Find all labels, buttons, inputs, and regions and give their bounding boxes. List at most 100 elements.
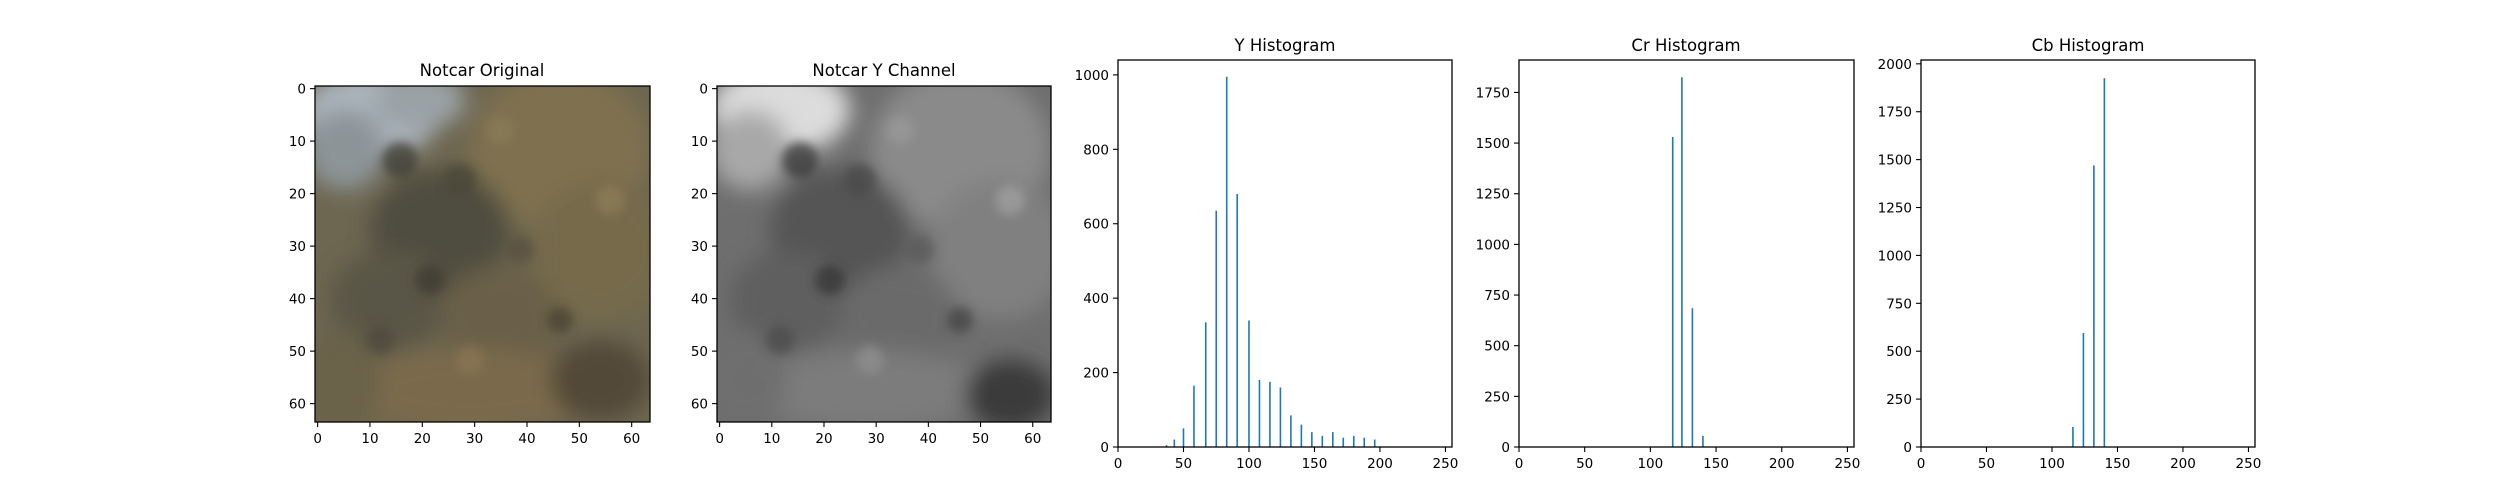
histogram-bar [2103,78,2106,447]
y-tick-label: 400 [1083,291,1109,307]
y-tick-label: 0 [1501,440,1510,456]
y-tick-label: 50 [289,344,306,360]
y-tick-label: 10 [691,134,708,150]
x-tick-label: 150 [1302,456,1328,472]
y-tick-label: 20 [289,187,306,203]
x-tick-label: 40 [518,431,535,447]
histogram-bar [1193,385,1195,447]
subplot-cb-histogram: Cb Histogram 0 50 100 150 200 250 0 250 500 750 10… [1878,36,2262,472]
y-tick-label: 30 [691,239,708,255]
x-tick-label: 60 [1024,431,1041,447]
x-tick-label: 0 [715,431,724,447]
y-tick-label: 2000 [1878,57,1912,73]
subplot-notcar-original: Notcar Original [289,61,651,447]
axes-frame [1117,59,1453,448]
notcar-y-channel-image [717,86,1051,422]
histogram-bar [1321,435,1324,447]
x-tick-label: 10 [361,431,378,447]
histogram-bar [1182,428,1185,447]
y-tick-label: 10 [289,134,306,150]
y-tick-label: 1000 [1476,237,1510,253]
cb-histogram-plot: 0 50 100 150 200 250 0 250 500 750 1000 1250 1500 175… [1878,57,2262,472]
axes-frame [716,85,1052,423]
histogram-bar [1332,432,1334,447]
y-tick-label: 500 [1484,339,1510,355]
subplot-title-cr-histogram: Cr Histogram [1631,36,1740,55]
histogram-bar [1671,136,1674,448]
histogram-bar [1300,424,1303,447]
subplot-cr-histogram: Cr Histogram 0 50 100 150 200 250 0 250 500 750 10… [1476,36,1861,472]
histogram-bar [1269,381,1271,447]
subplot-title-notcar-original: Notcar Original [420,61,545,80]
histogram-bar [1279,387,1282,447]
y-tick-label: 50 [691,344,708,360]
y-tick-label: 1000 [1878,248,1912,264]
y-tick-label: 1250 [1476,187,1510,203]
y-tick-label: 1750 [1476,85,1510,101]
y-tick-label: 750 [1886,296,1912,312]
y-tick-label: 1750 [1878,105,1912,121]
x-tick-label: 200 [1769,456,1795,472]
y-tick-label: 30 [289,239,306,255]
y-tick-label: 1500 [1476,136,1510,152]
x-tick-label: 50 [571,431,588,447]
histogram-bar [1248,320,1250,447]
y-tick-label: 60 [289,397,306,413]
y-histogram-plot: 0 50 100 150 200 250 0 200 400 600 800 1000 [1075,59,1459,472]
x-tick-label: 100 [2039,456,2065,472]
histogram-bar [2093,165,2095,448]
y-tick-label: 0 [699,82,708,98]
histogram-bar [1258,380,1261,447]
x-tick-label: 40 [920,431,937,447]
histogram-bar [1352,435,1355,447]
x-tick-label: 20 [815,431,832,447]
histogram-bar [1373,439,1376,447]
histogram-bar [1165,445,1168,447]
y-tick-label: 1250 [1878,201,1912,217]
y-tick-label: 250 [1484,389,1510,405]
subplot-y-histogram: Y Histogram 0 50 100 150 200 250 0 200 400 600 800… [1075,36,1459,472]
x-tick-label: 250 [1835,456,1861,472]
x-tick-label: 100 [1236,456,1262,472]
notcar-original-image [315,86,650,422]
histogram-bar [1236,193,1238,447]
y-tick-label: 1000 [1075,68,1109,84]
y-tick-label: 250 [1886,392,1912,408]
y-tick-label: 40 [289,292,306,308]
axes-frame [314,85,651,423]
cr-histogram-plot: 0 50 100 150 200 250 0 250 500 750 1000 1250 1500 175… [1476,59,1861,472]
axis-ticks-notcar-y-channel: 0 10 20 30 40 50 60 0 10 20 30 40 50 60 [691,82,1042,447]
y-tick-label: 600 [1083,217,1109,233]
subplot-title-cb-histogram: Cb Histogram [2032,36,2145,55]
histogram-bar [2082,333,2085,447]
histogram-bar [1225,76,1228,448]
histogram-bar [1173,439,1176,447]
histogram-bar [1311,432,1313,447]
x-tick-label: 200 [1367,456,1393,472]
y-tick-label: 500 [1886,344,1912,360]
x-tick-label: 0 [1917,456,1926,472]
x-tick-label: 60 [623,431,640,447]
x-tick-label: 0 [1114,456,1123,472]
x-tick-label: 0 [313,431,322,447]
histogram-bar [1691,308,1694,447]
subplot-title-y-histogram: Y Histogram [1234,36,1336,55]
y-tick-label: 0 [297,82,306,98]
x-tick-label: 10 [763,431,780,447]
axes-frame [1518,59,1855,448]
x-tick-label: 20 [414,431,431,447]
histogram-bar [1342,437,1345,447]
x-tick-label: 250 [2236,456,2262,472]
y-tick-label: 200 [1083,366,1109,382]
x-tick-label: 150 [2105,456,2131,472]
histogram-bar [1702,435,1704,447]
y-tick-label: 750 [1484,288,1510,304]
x-tick-label: 100 [1637,456,1663,472]
y-tick-label: 40 [691,292,708,308]
x-tick-label: 150 [1703,456,1729,472]
x-tick-label: 30 [466,431,483,447]
x-tick-label: 30 [868,431,885,447]
subplot-title-notcar-y-channel: Notcar Y Channel [812,61,955,80]
x-tick-label: 250 [1433,456,1459,472]
